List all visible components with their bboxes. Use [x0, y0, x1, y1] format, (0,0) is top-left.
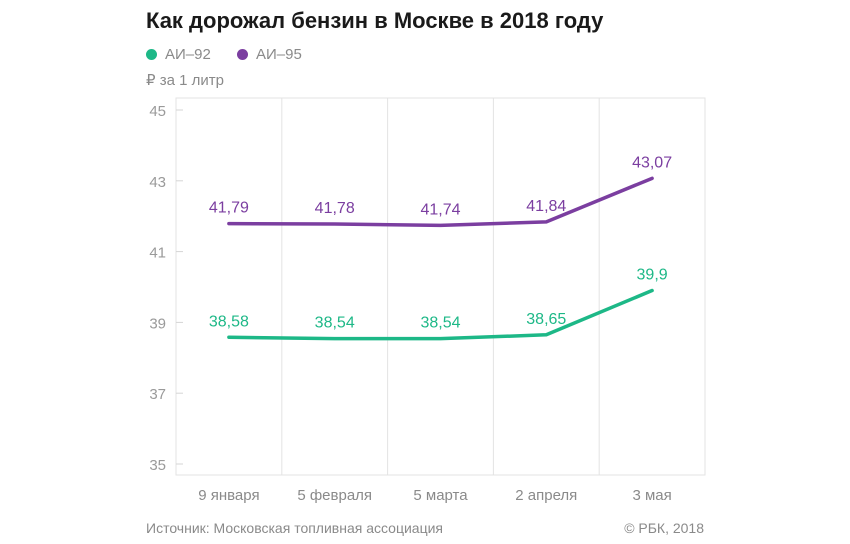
- data-label: 41,78: [315, 200, 355, 217]
- y-tick-label: 45: [149, 103, 166, 120]
- unit-label: ₽ за 1 литр: [146, 72, 224, 89]
- legend-item-ai95: АИ–95: [237, 46, 302, 63]
- y-tick-label: 35: [149, 457, 166, 474]
- y-tick-label: 37: [149, 386, 166, 403]
- data-label: 41,74: [420, 201, 460, 218]
- plot-frame: [175, 97, 706, 476]
- x-tick-label: 3 мая: [632, 487, 671, 504]
- x-tick-label: 2 апреля: [515, 487, 577, 504]
- data-label: 38,54: [420, 315, 460, 332]
- x-tick-label: 5 марта: [413, 487, 468, 504]
- y-tick-label: 41: [149, 245, 166, 262]
- y-tick-label: 43: [149, 174, 166, 191]
- data-label: 38,54: [315, 315, 355, 332]
- series-line-ai95: [227, 176, 654, 228]
- legend-label-ai92: АИ–92: [165, 46, 211, 63]
- data-label: 38,58: [209, 313, 249, 330]
- legend: АИ–92 АИ–95: [146, 46, 324, 63]
- y-tick-label: 39: [149, 315, 166, 332]
- data-label: 41,84: [526, 198, 566, 215]
- chart-title: Как дорожал бензин в Москве в 2018 году: [146, 8, 604, 33]
- legend-marker-ai95: [237, 49, 248, 60]
- data-label: 43,07: [632, 154, 672, 171]
- data-label: 38,65: [526, 311, 566, 328]
- data-label: 39,9: [637, 267, 668, 284]
- legend-label-ai95: АИ–95: [256, 46, 302, 63]
- legend-marker-ai92: [146, 49, 157, 60]
- source-note: Источник: Московская топливная ассоциаци…: [146, 520, 444, 536]
- copyright-note: © РБК, 2018: [624, 520, 704, 536]
- series-line-ai92: [227, 288, 654, 341]
- data-label: 41,79: [209, 200, 249, 217]
- x-tick-label: 5 февраля: [297, 487, 372, 504]
- x-tick-label: 9 января: [198, 487, 259, 504]
- legend-item-ai92: АИ–92: [146, 46, 211, 63]
